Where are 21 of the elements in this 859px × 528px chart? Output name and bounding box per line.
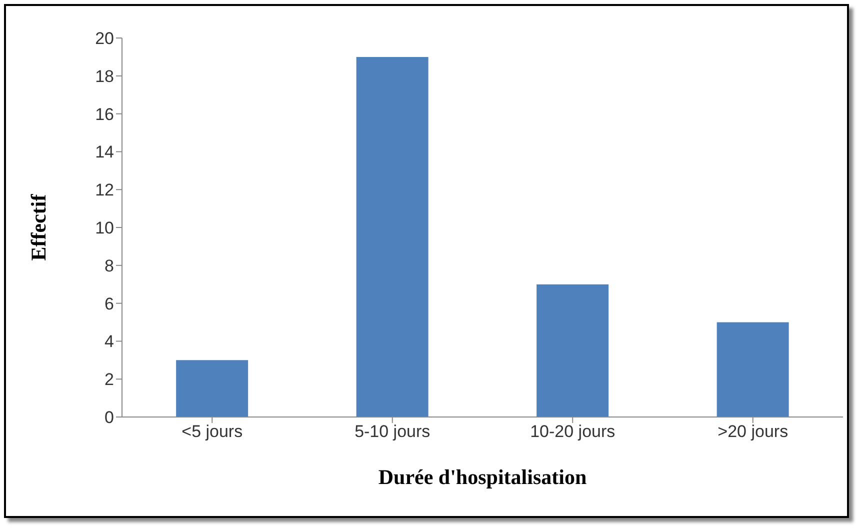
y-axis-title: Effectif bbox=[26, 193, 50, 261]
x-axis-title: Durée d'hospitalisation bbox=[378, 465, 587, 489]
x-tick-label: 5-10 jours bbox=[354, 422, 430, 442]
y-tick-label: 2 bbox=[104, 370, 114, 390]
y-tick-label: 12 bbox=[95, 180, 114, 200]
y-tick-label: 18 bbox=[95, 66, 114, 86]
y-tick-label: 8 bbox=[104, 256, 114, 276]
y-tick-label: 4 bbox=[104, 332, 114, 352]
bar bbox=[356, 56, 428, 417]
bar bbox=[176, 360, 248, 417]
y-tick-label: 14 bbox=[95, 142, 114, 162]
y-tick-label: 20 bbox=[95, 29, 114, 48]
x-tick-label: >20 jours bbox=[718, 422, 788, 442]
x-tick-label: <5 jours bbox=[182, 422, 243, 442]
x-tick-label: 10-20 jours bbox=[530, 422, 616, 442]
y-tick-label: 6 bbox=[104, 294, 114, 314]
y-tick-label: 0 bbox=[104, 408, 114, 428]
y-tick-label: 10 bbox=[95, 218, 114, 238]
bar bbox=[536, 284, 609, 417]
bar bbox=[716, 322, 789, 417]
y-tick-label: 16 bbox=[95, 104, 114, 124]
